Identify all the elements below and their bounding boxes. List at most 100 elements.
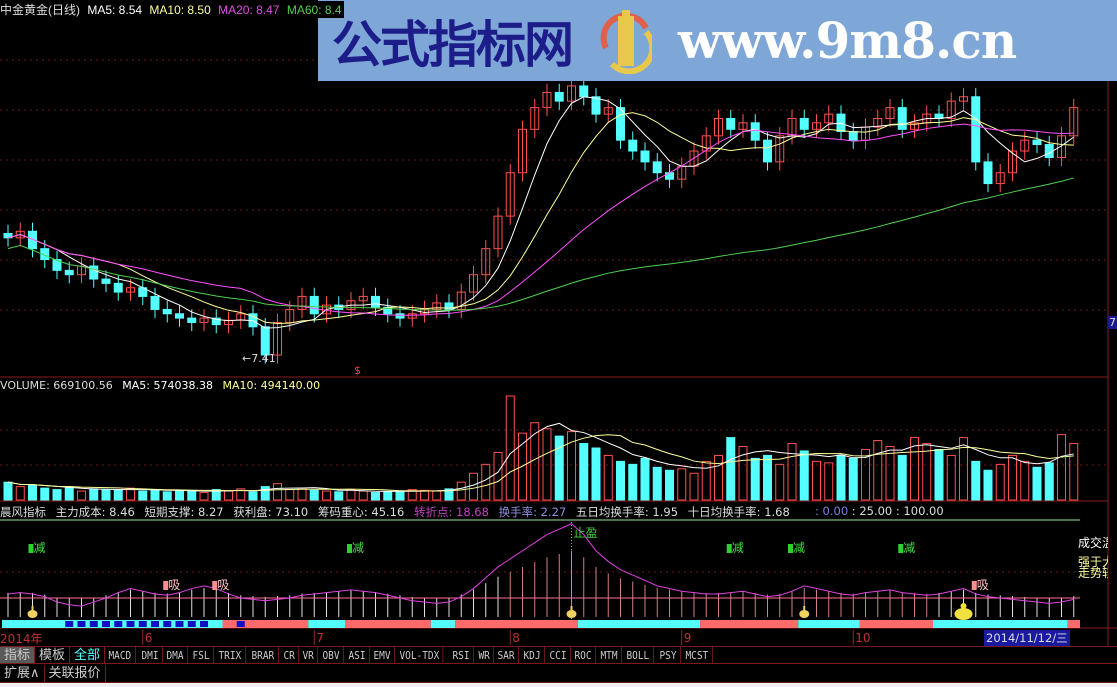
- volume-value: VOLUME: 669100.56: [0, 379, 113, 392]
- bottom-tabs: 扩展∧ 关联报价: [0, 665, 1117, 683]
- volume-bar: [983, 469, 993, 501]
- watermark-banner: 公式指标网 www.9m8.cn: [318, 0, 1117, 81]
- year-label: 2014年: [0, 632, 43, 646]
- volume-bar: [848, 457, 858, 501]
- trend-band: [577, 620, 701, 628]
- stock-chart[interactable]: 6 7 8 9 10 减 减 减 减 减吸 吸 吸 止盈: [0, 0, 1117, 646]
- volume-bar: [787, 443, 797, 501]
- volume-bar: [211, 489, 221, 501]
- hand-icon-shape: [27, 610, 38, 618]
- volume-bar: [995, 463, 1005, 501]
- tab-dma[interactable]: DMA: [163, 647, 189, 663]
- tab-全部[interactable]: 全部: [70, 647, 106, 663]
- candlestick: [285, 308, 295, 323]
- tab-asi[interactable]: ASI: [345, 647, 370, 663]
- take-profit-label: 止盈: [574, 526, 598, 540]
- tab-vol-tdx[interactable]: VOL-TDX: [396, 647, 444, 663]
- volume-bar: [701, 460, 711, 501]
- tab-fsl[interactable]: FSL: [189, 647, 215, 663]
- tab-mcst[interactable]: MCST: [682, 647, 713, 663]
- right-axis-label: 7: [1108, 316, 1117, 329]
- tab-模板[interactable]: 模板: [35, 647, 71, 663]
- candlestick: [1020, 139, 1030, 152]
- volume-bar: [420, 489, 429, 501]
- candlestick: [1057, 135, 1066, 159]
- tab-macd[interactable]: MACD: [105, 647, 136, 663]
- band-mark: [89, 621, 98, 627]
- short-support: 短期支撑: 8.27: [144, 505, 224, 519]
- hand-icon-finger: [803, 606, 806, 612]
- month-label: 6: [145, 631, 153, 645]
- ma60-value: MA60: 8.4: [286, 3, 342, 17]
- tab-mtm[interactable]: MTM: [597, 647, 623, 663]
- tab-trix[interactable]: TRIX: [215, 647, 246, 663]
- band-mark: [175, 621, 184, 627]
- volume-bar: [407, 489, 417, 501]
- volume-bar: [395, 490, 405, 501]
- volume-bar: [101, 489, 111, 501]
- candlestick: [358, 295, 368, 302]
- candlestick: [983, 161, 993, 185]
- volume-bar: [934, 448, 944, 501]
- candlestick: [444, 302, 454, 310]
- volume-bar: [432, 490, 442, 501]
- candlestick: [273, 321, 282, 356]
- volume-bar: [297, 487, 307, 501]
- turnover-5d: 五日均换手率: 1.95: [575, 505, 679, 519]
- tab-vr[interactable]: VR: [299, 647, 319, 663]
- dollar-marker: $: [354, 364, 361, 377]
- trend-band: [1067, 620, 1080, 628]
- candlestick: [701, 135, 711, 152]
- tab-rsi[interactable]: RSI: [449, 647, 474, 663]
- main-cost: 主力成本: 8.46: [55, 505, 135, 519]
- indicator-name: 晨风指标: [0, 505, 46, 519]
- site-logo: [600, 8, 656, 74]
- month-label: 10: [855, 631, 870, 645]
- candlestick: [946, 100, 956, 119]
- tab-dmi[interactable]: DMI: [138, 647, 163, 663]
- volume-bar: [1008, 454, 1017, 501]
- volume-bar: [714, 454, 723, 501]
- volume-bar: [28, 484, 37, 501]
- tab-cr[interactable]: CR: [280, 647, 300, 663]
- tab-sar[interactable]: SAR: [494, 647, 519, 663]
- candlestick: [995, 172, 1005, 185]
- tab-emv[interactable]: EMV: [370, 647, 396, 663]
- candlestick: [530, 107, 540, 130]
- tab-related-quotes[interactable]: 关联报价: [45, 665, 106, 682]
- volume-bar: [799, 450, 809, 501]
- band-mark: [77, 621, 86, 627]
- price-header: 中金黄金(日线) MA5: 8.54 MA10: 8.50 MA20: 8.47…: [0, 1, 344, 18]
- hand-icon: [799, 606, 810, 618]
- band-mark: [114, 621, 123, 627]
- hand-icon: [566, 606, 577, 618]
- candlestick: [456, 291, 466, 310]
- tab-kdj[interactable]: KDJ: [520, 647, 545, 663]
- volume-bar: [738, 446, 748, 501]
- chip-center: 筹码重心: 45.16: [317, 505, 405, 519]
- tab-expand[interactable]: 扩展∧: [0, 665, 45, 682]
- ma60-line: [7, 177, 1074, 311]
- volume-bar: [358, 490, 368, 501]
- money-bag-shape: [954, 608, 973, 620]
- tab-obv[interactable]: OBV: [319, 647, 344, 663]
- tab-boll[interactable]: BOLL: [623, 647, 654, 663]
- volume-bar: [775, 463, 785, 501]
- tab-brar[interactable]: BRAR: [248, 647, 279, 663]
- tab-cci[interactable]: CCI: [546, 647, 571, 663]
- tab-roc[interactable]: ROC: [571, 647, 597, 663]
- tab-psy[interactable]: PSY: [656, 647, 681, 663]
- volume-bar: [616, 460, 625, 501]
- candlestick: [15, 230, 25, 239]
- volume-bar: [236, 488, 246, 501]
- hand-icon-finger: [31, 606, 34, 612]
- volume-bar: [885, 446, 895, 501]
- reduce-signal-marker: [28, 544, 34, 553]
- volume-bar: [52, 489, 62, 501]
- site-name: 公式指标网: [332, 15, 574, 74]
- candlestick: [812, 122, 821, 130]
- tab-指标[interactable]: 指标: [0, 647, 36, 663]
- volume-bar: [138, 490, 148, 501]
- tab-wr[interactable]: WR: [475, 647, 494, 663]
- volume-bar: [456, 481, 466, 501]
